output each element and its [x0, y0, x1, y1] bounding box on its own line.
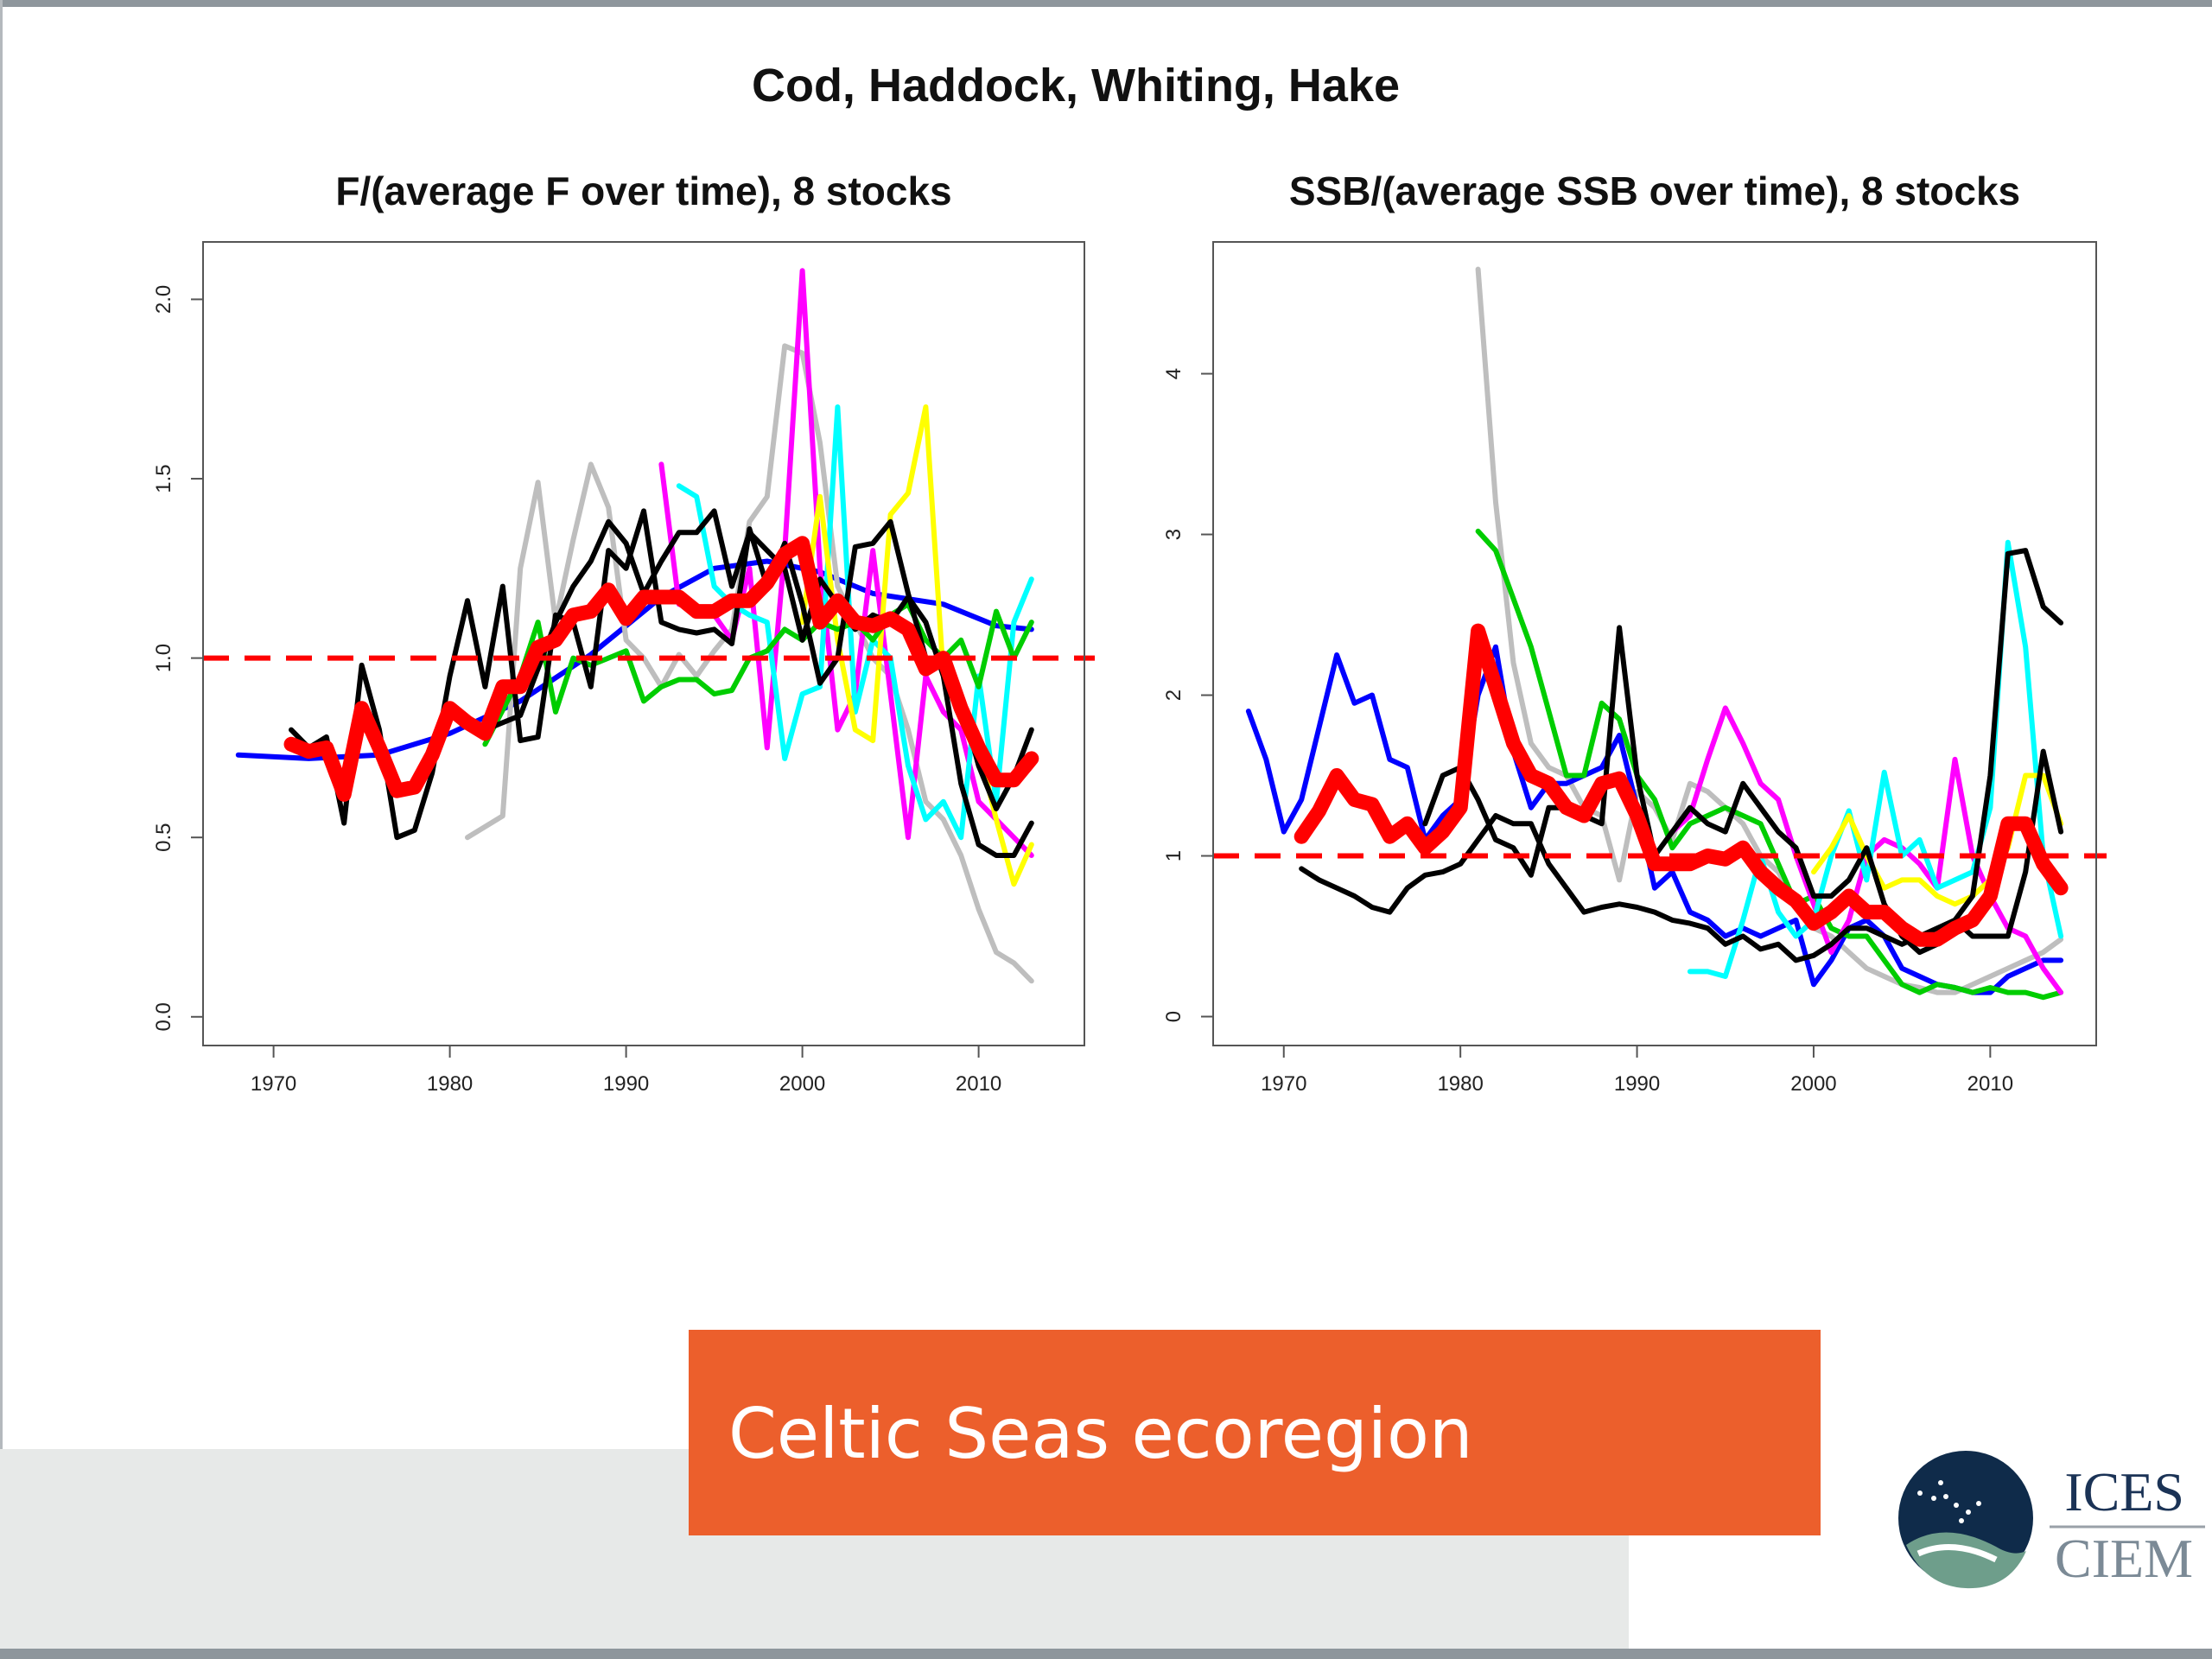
slide-frame-top — [0, 0, 2212, 7]
ices-globe-logo-icon — [1898, 1451, 2033, 1589]
x-tick-label: 2010 — [1967, 1072, 2013, 1096]
series-line — [1299, 748, 2064, 963]
slide-frame-bottom — [0, 1649, 2212, 1659]
x-tick-label: 1980 — [427, 1072, 473, 1096]
y-tick-label: 1 — [1162, 850, 1185, 861]
series-line — [235, 558, 1034, 761]
mean-series-line — [283, 536, 1039, 802]
chart-title: F/(average F over time), 8 stocks — [335, 168, 951, 213]
chart-title: SSB/(average SSB over time), 8 stocks — [1289, 168, 2020, 213]
series-line — [465, 343, 1034, 984]
y-tick-label: 1.0 — [152, 644, 175, 672]
ecoregion-banner: Celtic Seas ecoregion — [689, 1330, 1821, 1535]
plot-frame — [1212, 241, 2097, 1046]
mean-series-line — [1294, 623, 2069, 947]
series-line — [1245, 644, 2064, 995]
x-tick-label: 2010 — [956, 1072, 1001, 1096]
series-line — [1811, 772, 2064, 907]
x-tick-label: 1970 — [1261, 1072, 1306, 1096]
y-tick-label: 3 — [1162, 529, 1185, 540]
logo-text-ciem: CIEM — [2055, 1528, 2193, 1589]
x-tick-label: 1990 — [1614, 1072, 1660, 1096]
chart-1: F/(average F over time), 8 stocks 1970 198… — [152, 168, 1095, 1096]
series-line — [1475, 528, 2064, 1001]
y-tick-label: 2 — [1162, 690, 1185, 701]
series-line — [289, 508, 1034, 841]
ices-logo: ICES CIEM — [1898, 1451, 2205, 1589]
slide-frame-left — [0, 0, 3, 1659]
x-tick-label: 1980 — [1437, 1072, 1483, 1096]
charts-canvas: F/(average F over time), 8 stocks 1970 198… — [152, 168, 2107, 1096]
y-tick-label: 0.0 — [152, 1002, 175, 1031]
y-tick-label: 2.0 — [152, 285, 175, 314]
logo-text-ices: ICES — [2064, 1461, 2184, 1522]
x-tick-label: 2000 — [1790, 1072, 1836, 1096]
x-tick-label: 2000 — [779, 1072, 825, 1096]
x-tick-label: 1990 — [603, 1072, 649, 1096]
slide-title: Cod, Haddock, Whiting, Hake — [751, 60, 1401, 111]
chart-2: SSB/(average SSB over time), 8 stocks 197… — [1162, 168, 2107, 1096]
y-tick-label: 1.5 — [152, 464, 175, 493]
ecoregion-banner-text: Celtic Seas ecoregion — [728, 1394, 1473, 1474]
x-tick-label: 1970 — [251, 1072, 296, 1096]
plot-frame — [202, 241, 1085, 1046]
y-tick-label: 0 — [1162, 1011, 1185, 1022]
y-tick-label: 4 — [1162, 368, 1185, 379]
y-tick-label: 0.5 — [152, 823, 175, 852]
